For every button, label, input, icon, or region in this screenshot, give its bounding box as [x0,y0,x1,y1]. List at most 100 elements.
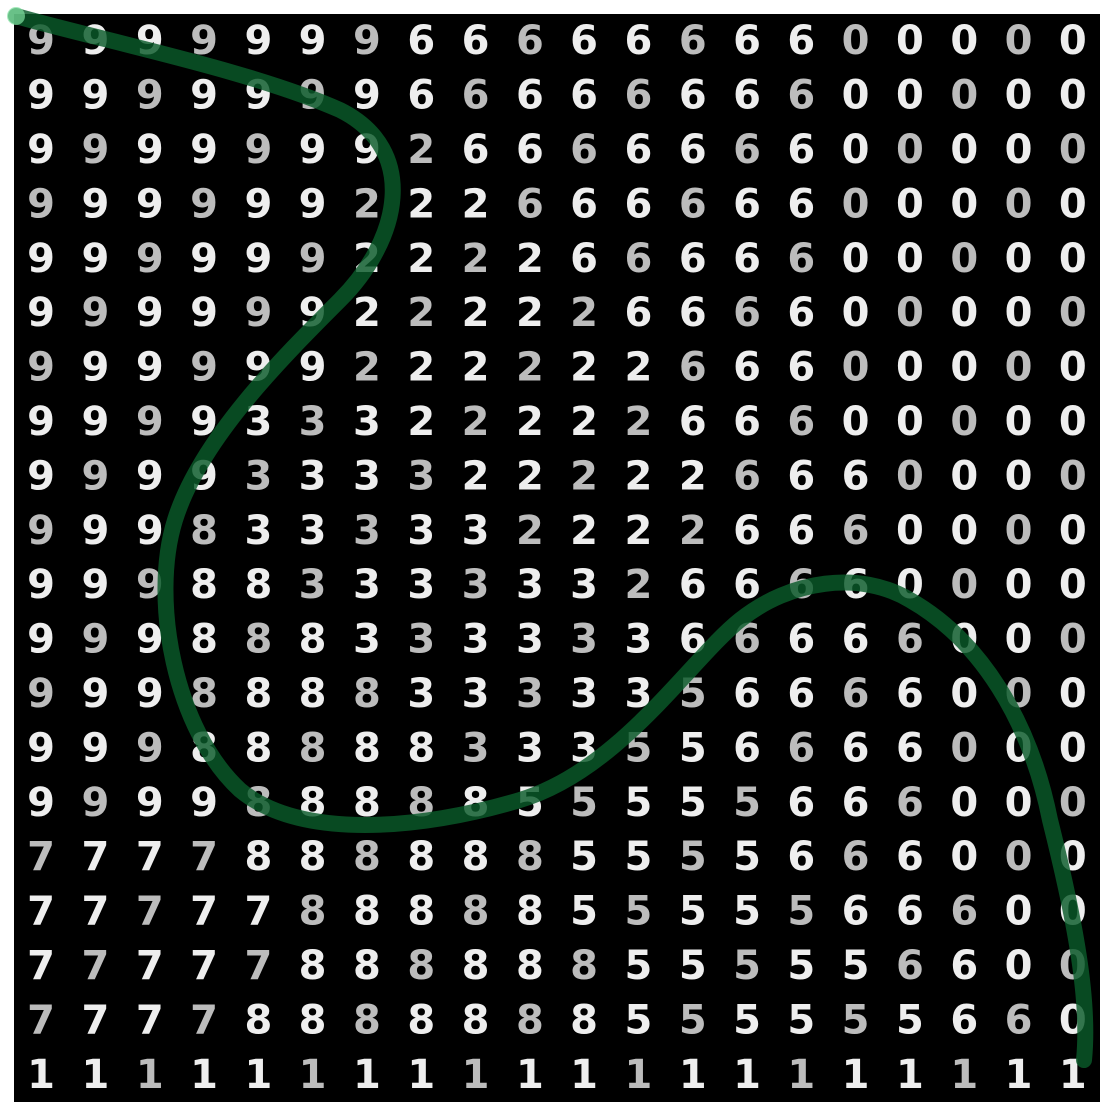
digit-cell: 6 [624,290,652,336]
digit-cell: 3 [353,399,381,445]
digit-cell: 1 [299,1052,327,1098]
digit-cell: 6 [787,453,815,499]
digit-cell: 6 [733,725,761,771]
digit-cell: 1 [950,1052,978,1098]
digit-cell: 6 [624,127,652,173]
digit-cell: 6 [950,889,978,935]
digit-cell: 6 [733,181,761,227]
digit-cell: 0 [1059,508,1087,554]
digit-cell: 3 [516,671,544,717]
digit-cell: 8 [299,943,327,989]
digit-cell: 9 [81,562,109,608]
digit-cell: 7 [27,834,55,880]
digit-cell: 8 [462,997,490,1043]
digit-cell: 9 [244,127,272,173]
digit-cell: 3 [624,617,652,663]
digit-cell: 8 [516,889,544,935]
digit-cell: 1 [842,1052,870,1098]
digit-cell: 6 [896,943,924,989]
digit-cell: 0 [950,181,978,227]
digit-cell: 0 [1059,18,1087,64]
digit-cell: 0 [842,73,870,119]
digit-cell: 5 [624,997,652,1043]
digit-cell: 0 [950,508,978,554]
digit-cell: 0 [896,345,924,391]
digit-cell: 0 [1059,562,1087,608]
digit-cell: 0 [1005,943,1033,989]
digit-cell: 3 [353,562,381,608]
digit-cell: 0 [842,345,870,391]
digit-cell: 6 [787,725,815,771]
digit-cell: 0 [950,834,978,880]
digit-cell: 9 [81,73,109,119]
digit-cell: 0 [896,399,924,445]
digit-cell: 2 [407,181,435,227]
digit-cell: 9 [190,290,218,336]
digit-cell: 9 [27,617,55,663]
digit-cell: 2 [679,453,707,499]
digit-cell: 0 [842,399,870,445]
digit-cell: 6 [624,181,652,227]
digit-cell: 6 [842,453,870,499]
digit-cell: 3 [299,453,327,499]
digit-cell: 5 [570,834,598,880]
digit-cell: 1 [1005,1052,1033,1098]
digit-cell: 8 [462,943,490,989]
digit-cell: 0 [1005,18,1033,64]
digit-cell: 6 [679,127,707,173]
digit-cell: 0 [842,181,870,227]
digit-cell: 8 [353,997,381,1043]
digit-cell: 2 [407,290,435,336]
digit-cell: 0 [950,725,978,771]
digit-cell: 0 [1059,345,1087,391]
digit-cell: 3 [407,617,435,663]
digit-cell: 0 [896,236,924,282]
digit-cell: 9 [81,181,109,227]
digit-cell: 7 [81,889,109,935]
digit-cell: 8 [353,889,381,935]
digit-cell: 9 [136,236,164,282]
digit-cell: 5 [787,997,815,1043]
digit-cell: 0 [1005,834,1033,880]
digit-cell: 6 [842,617,870,663]
digit-cell: 0 [1059,399,1087,445]
digit-cell: 6 [787,617,815,663]
digit-cell: 9 [81,453,109,499]
digit-cell: 0 [1005,508,1033,554]
digit-cell: 0 [842,290,870,336]
digit-cell: 9 [27,508,55,554]
digit-cell: 6 [733,73,761,119]
digit-cell: 5 [679,725,707,771]
digit-cell: 0 [1005,181,1033,227]
digit-cell: 0 [1059,725,1087,771]
digit-cell: 2 [624,508,652,554]
digit-cell: 2 [516,453,544,499]
digit-cell: 6 [570,236,598,282]
digit-cell: 3 [299,562,327,608]
digit-cell: 2 [462,399,490,445]
digit-cell: 1 [27,1052,55,1098]
digit-cell: 3 [570,617,598,663]
digit-cell: 1 [407,1052,435,1098]
digit-cell: 8 [353,725,381,771]
digit-cell: 5 [787,943,815,989]
digit-cell: 2 [624,562,652,608]
digit-cell: 6 [787,780,815,826]
digit-cell: 2 [462,290,490,336]
digit-cell: 9 [353,18,381,64]
digit-cell: 3 [299,399,327,445]
digit-cell: 5 [896,997,924,1043]
digit-cell: 8 [462,834,490,880]
digit-cell: 0 [1059,671,1087,717]
digit-cell: 0 [1005,236,1033,282]
digit-cell: 9 [136,617,164,663]
digit-cell: 3 [244,508,272,554]
digit-cell: 1 [679,1052,707,1098]
digit-cell: 9 [190,127,218,173]
digit-cell: 6 [516,73,544,119]
digit-cell: 8 [299,725,327,771]
digit-cell: 0 [950,671,978,717]
digit-cell: 9 [81,617,109,663]
